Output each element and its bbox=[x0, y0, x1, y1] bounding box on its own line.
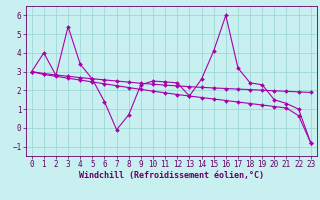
X-axis label: Windchill (Refroidissement éolien,°C): Windchill (Refroidissement éolien,°C) bbox=[79, 171, 264, 180]
